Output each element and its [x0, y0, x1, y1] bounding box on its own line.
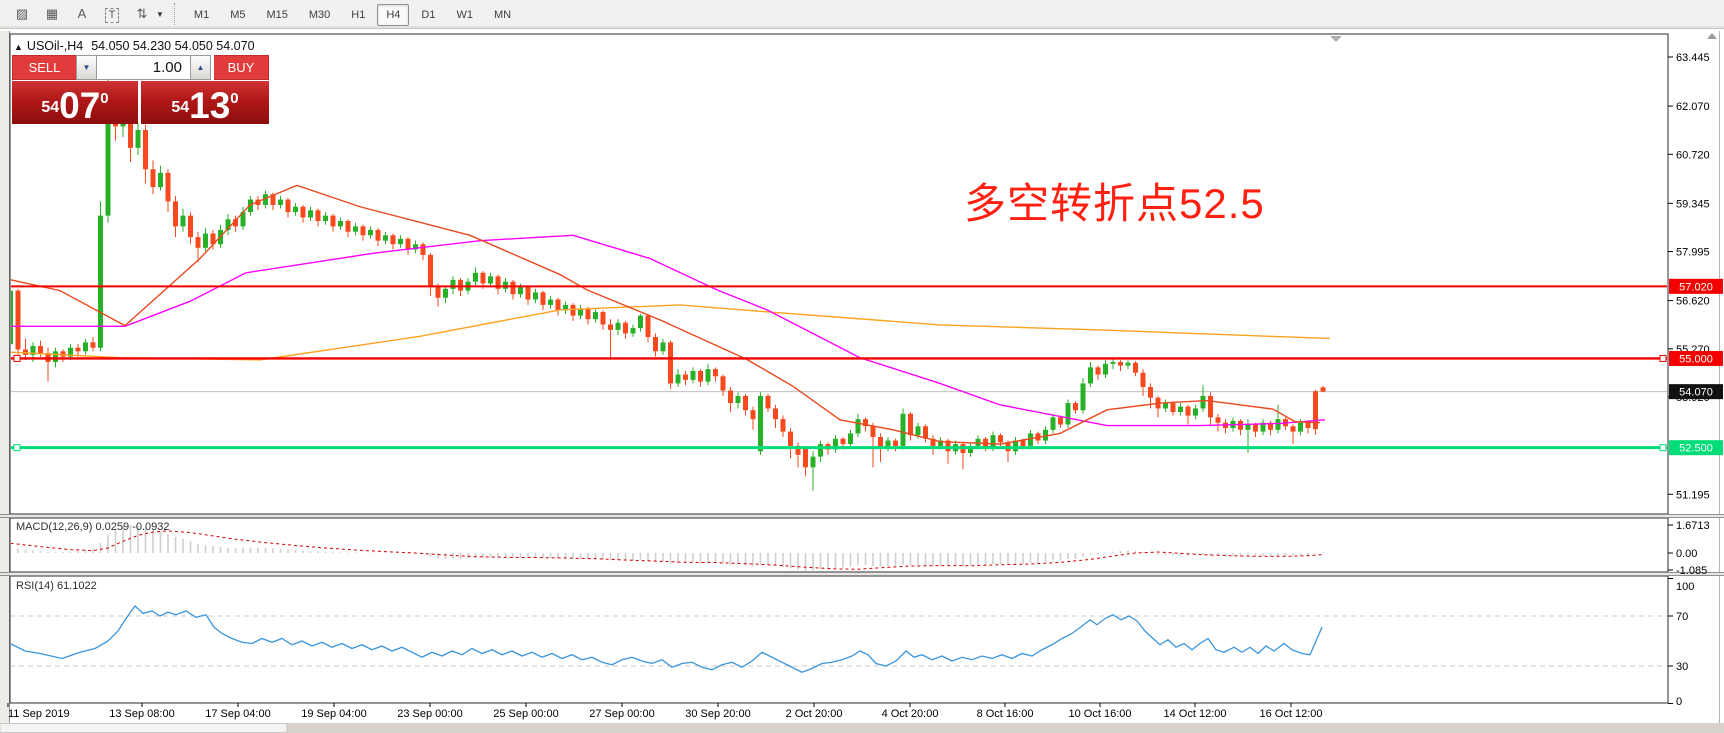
timeframe-button-mn[interactable]: MN: [493, 9, 512, 21]
sell-price-display[interactable]: 54 07 0: [12, 81, 138, 124]
svg-text:57.995: 57.995: [1676, 247, 1710, 259]
svg-text:100: 100: [1676, 581, 1694, 593]
svg-text:55.000: 55.000: [1679, 353, 1713, 365]
svg-text:51.195: 51.195: [1676, 489, 1710, 501]
buy-button[interactable]: BUY: [214, 55, 269, 80]
collapse-arrow-icon[interactable]: ▲: [14, 42, 23, 52]
svg-text:57.020: 57.020: [1679, 281, 1713, 293]
timeframe-button-d1[interactable]: D1: [421, 9, 436, 21]
pattern-style-icon[interactable]: ▨: [15, 5, 29, 21]
svg-text:30 Sep 20:00: 30 Sep 20:00: [685, 708, 750, 720]
timeframe-button-m15[interactable]: M15: [266, 9, 288, 21]
macd-indicator-label: MACD(12,26,9) 0.0259 -0.0932: [16, 521, 170, 533]
svg-text:23 Sep 00:00: 23 Sep 00:00: [397, 708, 462, 720]
volume-input[interactable]: [97, 55, 190, 80]
svg-text:-1.085: -1.085: [1676, 565, 1707, 577]
cycle-arrows-icon[interactable]: ⇅: [136, 5, 148, 21]
svg-text:59.345: 59.345: [1676, 198, 1710, 210]
grid-icon[interactable]: ▦: [45, 5, 59, 21]
svg-text:27 Sep 00:00: 27 Sep 00:00: [589, 708, 654, 720]
rsi-panel[interactable]: [10, 605, 1668, 673]
ma-mid-magenta: [11, 234, 1326, 427]
main-price-panel[interactable]: [8, 59, 1668, 491]
rsi-indicator-label: RSI(14) 61.1022: [16, 580, 97, 592]
scroll-up-icon[interactable]: [1707, 33, 1717, 39]
svg-text:56.620: 56.620: [1676, 296, 1710, 308]
svg-text:63.445: 63.445: [1676, 52, 1710, 64]
rsi-line: [11, 605, 1323, 673]
svg-text:11 Sep 2019: 11 Sep 2019: [8, 708, 70, 720]
dropdown-caret-icon[interactable]: ▼: [156, 9, 164, 19]
svg-text:13 Sep 08:00: 13 Sep 08:00: [109, 708, 174, 720]
buy-price-big: 13: [189, 84, 231, 126]
timeframe-button-m5[interactable]: M5: [230, 9, 246, 21]
svg-text:70: 70: [1676, 611, 1688, 623]
buy-price-prefix: 54: [171, 99, 190, 116]
toolbar-separator: [173, 3, 175, 25]
svg-text:8 Oct 16:00: 8 Oct 16:00: [977, 708, 1034, 720]
symbol-label: USOil-,H4: [26, 39, 84, 53]
volume-decrease-button[interactable]: ▼: [76, 55, 97, 80]
timeframe-button-w1[interactable]: W1: [456, 9, 473, 21]
timeframe-button-m1[interactable]: M1: [193, 9, 210, 21]
macd-signal-line: [11, 530, 1324, 570]
chart-annotation-text: 多空转折点52.5: [964, 180, 1265, 227]
svg-text:54.070: 54.070: [1679, 387, 1713, 399]
ma-fast-red: [11, 184, 1321, 445]
svg-text:19 Sep 04:00: 19 Sep 04:00: [301, 708, 366, 720]
svg-text:4 Oct 20:00: 4 Oct 20:00: [882, 708, 939, 720]
volume-increase-button[interactable]: ▲: [190, 55, 211, 80]
quote-header: ▲ USOil-,H4 54.050 54.230 54.050 54.070: [14, 39, 255, 53]
svg-text:1.6713: 1.6713: [1676, 520, 1710, 532]
chart-shift-marker-icon[interactable]: [1330, 36, 1342, 42]
svg-text:52.500: 52.500: [1679, 443, 1713, 455]
svg-text:16 Oct 12:00: 16 Oct 12:00: [1260, 708, 1323, 720]
text-box-icon[interactable]: T: [100, 4, 124, 26]
sell-price-sup: 0: [100, 90, 109, 107]
font-label-icon[interactable]: A: [77, 5, 87, 21]
timeframe-button-h4[interactable]: H4: [377, 4, 410, 26]
svg-text:25 Sep 00:00: 25 Sep 00:00: [493, 708, 558, 720]
sell-price-big: 07: [59, 84, 101, 126]
svg-text:0.00: 0.00: [1676, 548, 1697, 560]
ohlc-values: 54.050 54.230 54.050 54.070: [91, 39, 255, 53]
tool-icons-group: ▨ ▦ A T ⇅: [10, 2, 160, 26]
sell-button[interactable]: SELL: [12, 55, 76, 80]
toolbar: ▨ ▦ A T ⇅ ▼ M1 M5 M15 M30 H1 H4 D1 W1 MN: [0, 0, 1724, 29]
macd-panel[interactable]: [11, 525, 1324, 571]
svg-text:62.070: 62.070: [1676, 101, 1710, 113]
buy-price-sup: 0: [230, 90, 239, 107]
svg-text:30: 30: [1676, 661, 1688, 673]
sell-price-prefix: 54: [41, 99, 60, 116]
svg-text:0: 0: [1676, 696, 1682, 708]
svg-text:10 Oct 16:00: 10 Oct 16:00: [1069, 708, 1132, 720]
timeframe-buttons-group: M1 M5 M15 M30 H1 H4 D1 W1 MN: [185, 4, 523, 26]
timeframe-button-h1[interactable]: H1: [351, 9, 366, 21]
svg-text:2 Oct 20:00: 2 Oct 20:00: [786, 708, 843, 720]
svg-text:17 Sep 04:00: 17 Sep 04:00: [205, 708, 270, 720]
timeframe-button-m30[interactable]: M30: [308, 9, 331, 21]
svg-text:60.720: 60.720: [1676, 149, 1710, 161]
buy-price-display[interactable]: 54 13 0: [141, 81, 269, 124]
svg-text:14 Oct 12:00: 14 Oct 12:00: [1164, 708, 1227, 720]
